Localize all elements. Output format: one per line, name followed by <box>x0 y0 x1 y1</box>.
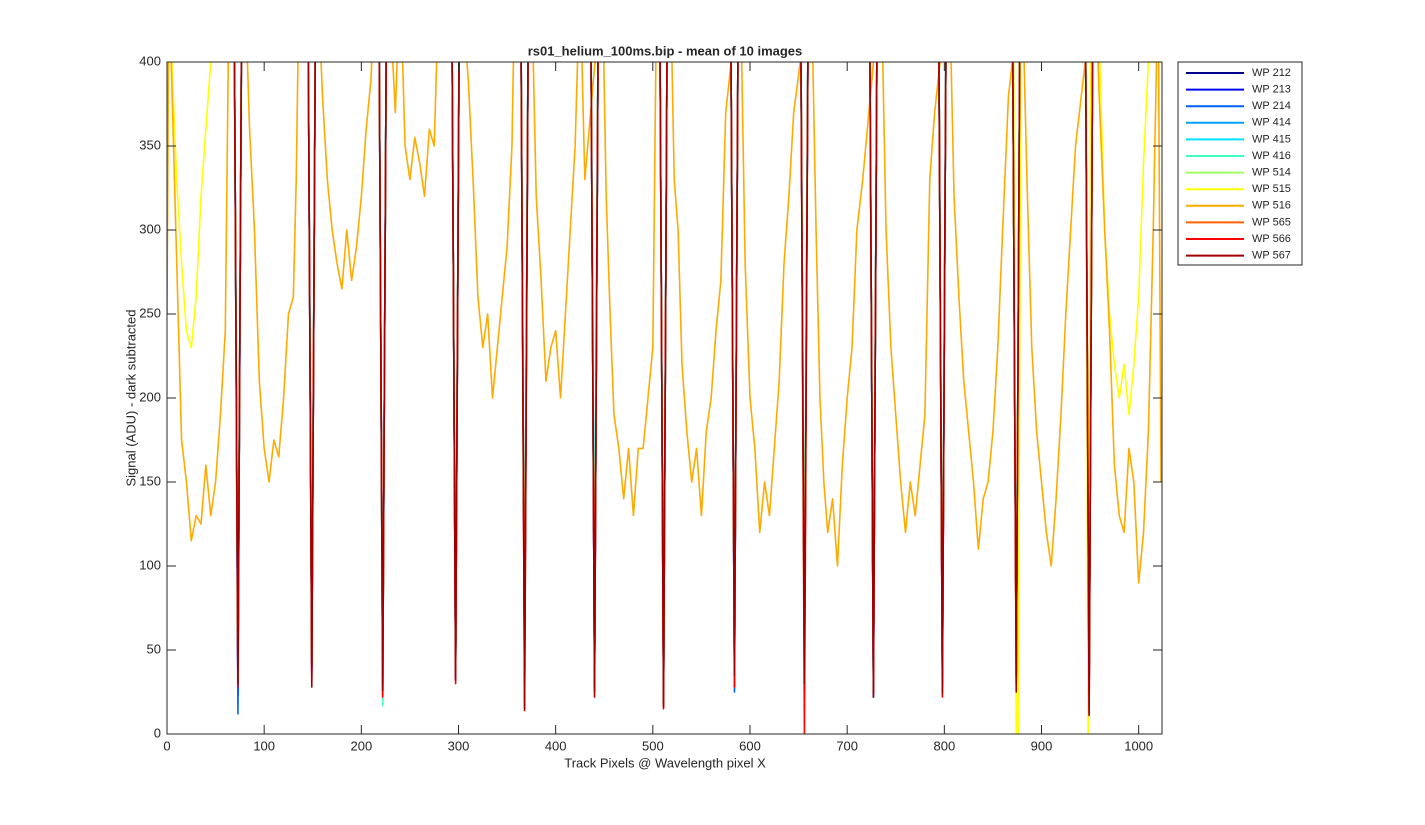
legend-label: WP 414 <box>1252 117 1291 129</box>
legend-label: WP 516 <box>1252 200 1291 212</box>
x-tick-label: 800 <box>933 738 955 753</box>
x-tick-label: 400 <box>545 738 567 753</box>
y-axis-label: Signal (ADU) - dark subtracted <box>123 309 138 486</box>
legend-label: WP 212 <box>1252 67 1291 79</box>
y-tick-label: 150 <box>139 473 161 488</box>
x-tick-label: 200 <box>350 738 372 753</box>
legend-label: WP 565 <box>1252 216 1291 228</box>
x-tick-label: 600 <box>739 738 761 753</box>
y-tick-label: 0 <box>154 725 161 740</box>
x-tick-label: 700 <box>836 738 858 753</box>
legend-label: WP 416 <box>1252 150 1291 162</box>
series-line <box>167 62 1162 584</box>
series-line <box>233 62 1094 734</box>
y-tick-label: 350 <box>139 137 161 152</box>
x-tick-label: 500 <box>642 738 664 753</box>
y-tick-label: 100 <box>139 557 161 572</box>
x-tick-label: 100 <box>253 738 275 753</box>
series-line <box>233 62 1094 717</box>
legend-label: WP 415 <box>1252 133 1291 145</box>
x-axis-label: Track Pixels @ Wavelength pixel X <box>564 755 766 770</box>
y-tick-label: 400 <box>139 53 161 68</box>
legend-label: WP 214 <box>1252 100 1291 112</box>
y-tick-label: 200 <box>139 389 161 404</box>
y-tick-label: 300 <box>139 221 161 236</box>
y-tick-label: 50 <box>147 641 161 656</box>
x-tick-label: 1000 <box>1124 738 1153 753</box>
legend-label: WP 514 <box>1252 167 1291 179</box>
legend-label: WP 213 <box>1252 84 1291 96</box>
chart-title: rs01_helium_100ms.bip - mean of 10 image… <box>528 43 803 58</box>
legend-box <box>1177 61 1303 266</box>
lines <box>167 62 1162 734</box>
legend-label: WP 567 <box>1252 250 1291 262</box>
x-tick-label: 900 <box>1031 738 1053 753</box>
legend-label: WP 566 <box>1252 233 1291 245</box>
y-tick-label: 250 <box>139 305 161 320</box>
legend-label: WP 515 <box>1252 183 1291 195</box>
x-tick-label: 300 <box>448 738 470 753</box>
x-tick-label: 0 <box>163 738 170 753</box>
series-line <box>171 62 1162 734</box>
